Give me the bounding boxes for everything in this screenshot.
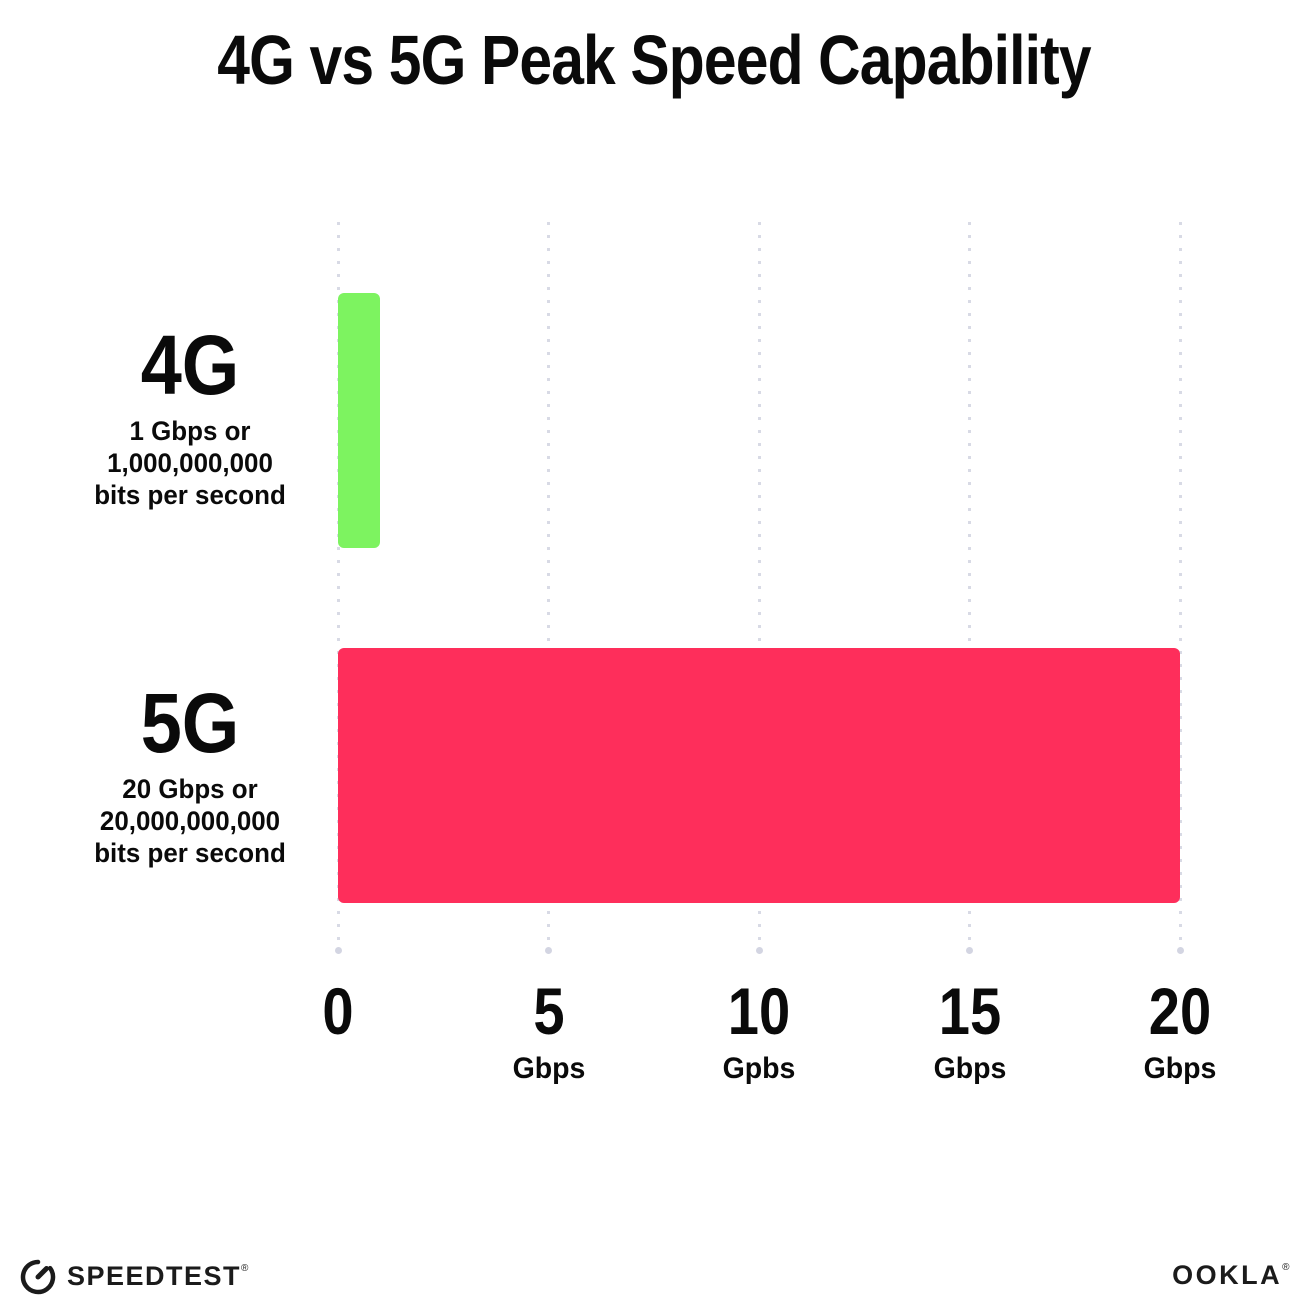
category-label-4g: 4G 1 Gbps or 1,000,000,000 bits per seco… (55, 318, 325, 512)
ookla-trademark: ® (1282, 1262, 1292, 1273)
gridline-end-dot (756, 947, 763, 954)
ookla-wordmark-text: OOKLA (1172, 1260, 1283, 1290)
speedtest-wordmark: SPEEDTEST® (67, 1261, 250, 1292)
sublabel-line: 20,000,000,000 (99, 805, 281, 836)
x-tick-value: 10 (727, 974, 791, 1048)
gridline-20 (1177, 222, 1184, 958)
category-name-5g: 5G (140, 676, 240, 770)
chart-title: 4G vs 5G Peak Speed Capability (217, 21, 1091, 99)
speedtest-trademark: ® (241, 1262, 250, 1274)
x-tick-value: 5 (533, 974, 565, 1048)
category-sublabel-5g: 20 Gbps or 20,000,000,000 bits per secon… (60, 774, 319, 870)
x-tick-20: 20 Gbps (1060, 978, 1300, 1086)
sublabel-line: 20 Gbps or (122, 773, 258, 804)
x-tick-unit (224, 1052, 452, 1086)
speedtest-logo: SPEEDTEST® (18, 1256, 250, 1296)
x-tick-unit: Gbps (1143, 1052, 1217, 1085)
sublabel-line: bits per second (94, 837, 286, 868)
x-tick-unit: Gbps (512, 1052, 586, 1085)
category-label-5g: 5G 20 Gbps or 20,000,000,000 bits per se… (55, 676, 325, 870)
x-tick-value: 0 (322, 974, 354, 1048)
x-tick-10: 10 Gpbs (639, 978, 879, 1086)
x-tick-unit: Gpbs (722, 1052, 796, 1085)
bar-5g (338, 648, 1180, 903)
gridline-end-dot (335, 947, 342, 954)
x-tick-value: 20 (1148, 974, 1212, 1048)
bar-4g (338, 293, 381, 548)
category-name-4g: 4G (140, 318, 240, 412)
x-tick-unit: Gbps (933, 1052, 1007, 1085)
x-tick-5: 5 Gbps (429, 978, 669, 1086)
x-tick-value: 15 (938, 974, 1002, 1048)
x-tick-15: 15 Gbps (850, 978, 1090, 1086)
gridline-end-dot (545, 947, 552, 954)
gridline-5 (545, 222, 552, 958)
speedtest-gauge-icon (18, 1256, 58, 1296)
gridline-10 (756, 222, 763, 958)
gridline-0 (335, 222, 342, 958)
sublabel-line: 1 Gbps or (129, 415, 251, 446)
plot-area (335, 222, 1184, 968)
category-sublabel-4g: 1 Gbps or 1,000,000,000 bits per second (60, 416, 319, 512)
sublabel-line: 1,000,000,000 (107, 447, 273, 478)
sublabel-line: bits per second (94, 479, 286, 510)
x-tick-0: 0 (218, 978, 458, 1086)
gridline-15 (966, 222, 973, 958)
gridline-end-dot (1177, 947, 1184, 954)
speedtest-wordmark-text: SPEEDTEST (67, 1260, 242, 1291)
gridline-end-dot (966, 947, 973, 954)
ookla-logo: OOKLA® (1172, 1260, 1292, 1291)
ookla-wordmark: OOKLA® (1172, 1260, 1292, 1290)
